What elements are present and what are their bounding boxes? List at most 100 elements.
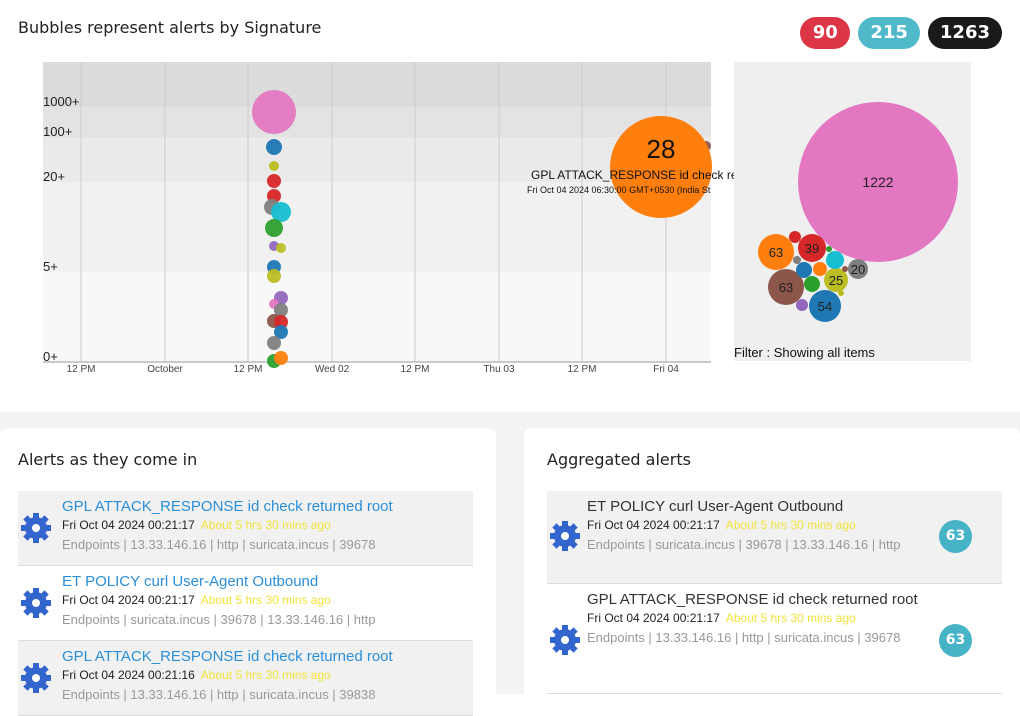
alert-row[interactable]: GPL ATTACK_RESPONSE id check returned ro… bbox=[18, 641, 473, 716]
y-tick-label: 5+ bbox=[43, 259, 58, 274]
y-tick-label: 0+ bbox=[43, 349, 58, 364]
alert-signature[interactable]: GPL ATTACK_RESPONSE id check returned ro… bbox=[62, 648, 393, 665]
gear-icon bbox=[20, 662, 52, 694]
bubble-count: 1222 bbox=[862, 174, 893, 190]
alert-date: Fri Oct 04 2024 00:21:16 bbox=[62, 668, 195, 682]
alert-date: Fri Oct 04 2024 00:21:17 bbox=[587, 611, 720, 625]
badge-medium[interactable]: 215 bbox=[858, 17, 920, 49]
alert-relative-time: About 5 hrs 30 mins ago bbox=[725, 611, 856, 625]
alert-timestamp: Fri Oct 04 2024 00:21:17 About 5 hrs 30 m… bbox=[587, 518, 922, 532]
signature-bubble bbox=[758, 234, 794, 270]
alert-meta: Endpoints | suricata.incus | 39678 | 13.… bbox=[587, 537, 901, 552]
alert-bubble bbox=[266, 139, 282, 155]
alert-count-badge: 63 bbox=[939, 624, 972, 657]
alert-timestamp: Fri Oct 04 2024 00:21:17 About 5 hrs 30 m… bbox=[62, 593, 473, 607]
alert-timestamp: Fri Oct 04 2024 00:21:17 About 5 hrs 30 m… bbox=[62, 518, 473, 532]
signature-bubble bbox=[796, 299, 808, 311]
alert-timestamp: Fri Oct 04 2024 00:21:17 About 5 hrs 30 m… bbox=[587, 611, 922, 625]
band bbox=[43, 182, 711, 272]
alert-meta: Endpoints | 13.33.146.16 | http | surica… bbox=[62, 687, 376, 702]
signature-bubble bbox=[809, 290, 841, 322]
bubble-charts: 12 PM October 12 PM Wed 02 12 PM Thu 03 12 PM F… bbox=[43, 62, 971, 375]
band bbox=[43, 272, 711, 362]
bubble-pack: 1222 63 39 63 54 25 20 Filter : Showing all ite… bbox=[734, 62, 971, 361]
alert-meta: Endpoints | 13.33.146.16 | http | surica… bbox=[587, 630, 901, 645]
bubble-count: 63 bbox=[769, 245, 783, 260]
tooltip-signature: GPL ATTACK_RESPONSE id check ret bbox=[531, 168, 742, 182]
signature-bubble bbox=[768, 269, 804, 305]
signature-bubble bbox=[793, 256, 801, 264]
alert-signature[interactable]: GPL ATTACK_RESPONSE id check returned ro… bbox=[587, 591, 918, 608]
signature-bubble bbox=[798, 234, 826, 262]
y-tick-label: 1000+ bbox=[43, 94, 80, 109]
signature-bubble bbox=[842, 266, 848, 272]
alert-bubble bbox=[274, 351, 288, 365]
alert-date: Fri Oct 04 2024 00:21:17 bbox=[62, 518, 195, 532]
x-tick-label: Wed 02 bbox=[315, 364, 350, 375]
signature-bubble bbox=[798, 102, 958, 262]
alert-row[interactable]: GPL ATTACK_RESPONSE id check returned ro… bbox=[18, 491, 473, 566]
alert-bubble bbox=[265, 219, 283, 237]
gear-icon bbox=[549, 520, 581, 552]
bubble-count: 20 bbox=[851, 262, 865, 277]
alert-relative-time: About 5 hrs 30 mins ago bbox=[725, 518, 856, 532]
x-tick-label: 12 PM bbox=[568, 364, 597, 375]
alert-signature[interactable]: ET POLICY curl User-Agent Outbound bbox=[62, 573, 319, 590]
signature-bubble bbox=[796, 262, 812, 278]
badge-high[interactable]: 90 bbox=[800, 17, 851, 49]
tooltip-time: Fri Oct 04 2024 06:30:00 GMT+0530 (India… bbox=[527, 185, 711, 195]
alert-date: Fri Oct 04 2024 00:21:17 bbox=[62, 593, 195, 607]
bubble-count: 39 bbox=[805, 241, 819, 256]
x-tick-label: Thu 03 bbox=[483, 364, 515, 375]
x-tick-label: 12 PM bbox=[234, 364, 263, 375]
gear-icon bbox=[20, 512, 52, 544]
live-alerts-title: Alerts as they come in bbox=[18, 450, 198, 469]
alert-bubble bbox=[267, 174, 281, 188]
signature-bubble bbox=[789, 231, 801, 243]
alert-meta: Endpoints | 13.33.146.16 | http | surica… bbox=[62, 537, 376, 552]
x-tick-label: October bbox=[147, 364, 183, 375]
alert-signature[interactable]: GPL ATTACK_RESPONSE id check returned ro… bbox=[62, 498, 393, 515]
gear-icon bbox=[549, 624, 581, 656]
signature-bubble bbox=[848, 259, 868, 279]
alert-timestamp: Fri Oct 04 2024 00:21:16 About 5 hrs 30 m… bbox=[62, 668, 473, 682]
alert-bubble bbox=[252, 90, 296, 134]
tooltip-bubble bbox=[610, 116, 712, 218]
x-tick-label: 12 PM bbox=[401, 364, 430, 375]
signature-bubble bbox=[804, 276, 820, 292]
alert-meta: Endpoints | suricata.incus | 39678 | 13.… bbox=[62, 612, 376, 627]
timeline-chart: 12 PM October 12 PM Wed 02 12 PM Thu 03 12 PM F… bbox=[43, 62, 742, 375]
aggregated-alerts-title: Aggregated alerts bbox=[547, 450, 691, 469]
badge-total[interactable]: 1263 bbox=[927, 17, 1002, 49]
signature-bubble bbox=[824, 268, 848, 292]
alert-bubble bbox=[274, 303, 288, 317]
alert-bubble bbox=[276, 243, 286, 253]
summary-badges: 90 215 1263 bbox=[800, 17, 1002, 49]
signature-bubble bbox=[838, 290, 844, 296]
alert-bubble bbox=[271, 202, 291, 222]
aggregated-alerts-card: Aggregated alerts ET POLICY curl User-Ag… bbox=[524, 428, 1020, 708]
signature-bubble bbox=[826, 246, 832, 252]
x-tick-label: Fri 04 bbox=[653, 364, 679, 375]
live-alerts-card: Alerts as they come in GPL ATTACK_RESPON… bbox=[0, 428, 496, 716]
alert-relative-time: About 5 hrs 30 mins ago bbox=[200, 593, 331, 607]
band bbox=[43, 137, 711, 182]
alert-row[interactable]: ET POLICY curl User-Agent Outbound Fri O… bbox=[547, 491, 1002, 584]
gear-icon bbox=[20, 587, 52, 619]
filter-status: Filter : Showing all items bbox=[734, 345, 875, 360]
alert-bubble bbox=[269, 161, 279, 171]
alert-bubble bbox=[267, 336, 281, 350]
alert-bubble bbox=[274, 325, 288, 339]
alert-row[interactable]: ET POLICY curl User-Agent Outbound Fri O… bbox=[18, 566, 473, 641]
page-title: Bubbles represent alerts by Signature bbox=[18, 18, 322, 37]
alert-relative-time: About 5 hrs 30 mins ago bbox=[200, 668, 331, 682]
alert-date: Fri Oct 04 2024 00:21:17 bbox=[587, 518, 720, 532]
signature-bubble bbox=[813, 262, 827, 276]
alert-count-badge: 63 bbox=[939, 520, 972, 553]
alert-bubble bbox=[267, 269, 281, 283]
alert-row[interactable]: GPL ATTACK_RESPONSE id check returned ro… bbox=[547, 584, 1002, 694]
signature-bubble bbox=[826, 251, 844, 269]
y-tick-label: 100+ bbox=[43, 124, 72, 139]
alert-signature[interactable]: ET POLICY curl User-Agent Outbound bbox=[587, 498, 844, 515]
x-tick-label: 12 PM bbox=[67, 364, 96, 375]
